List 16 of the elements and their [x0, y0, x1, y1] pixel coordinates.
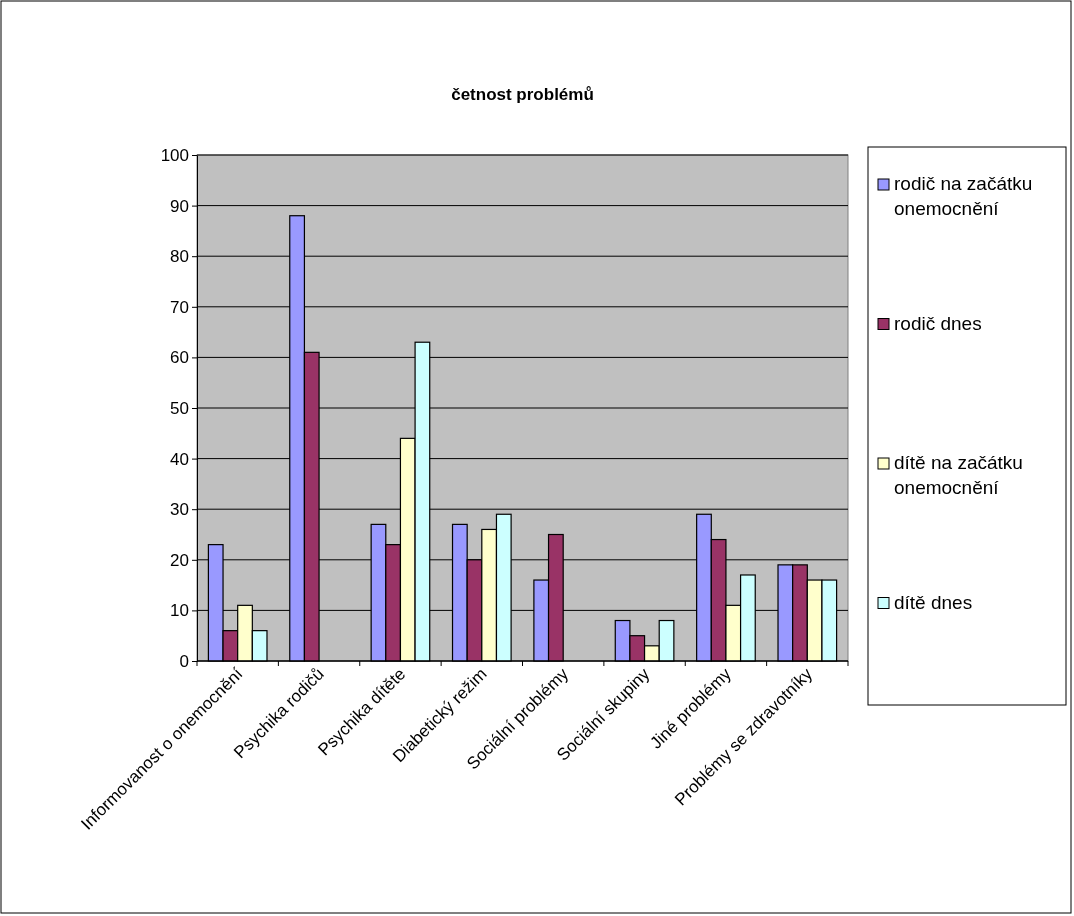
legend-label: dítě dnes	[894, 591, 973, 613]
y-tick-label: 90	[170, 196, 189, 216]
y-tick-label: 80	[170, 247, 189, 267]
y-tick-label: 0	[179, 651, 189, 671]
y-tick-label: 30	[170, 500, 189, 520]
y-tick-label: 10	[170, 601, 189, 621]
y-tick-label: 60	[170, 348, 189, 368]
y-tick-label: 40	[170, 449, 189, 469]
chart-title: četnost problémů	[451, 85, 594, 104]
y-tick-label: 50	[170, 398, 189, 418]
y-tick-label: 20	[170, 550, 189, 570]
y-tick-label: 100	[160, 145, 189, 165]
y-tick-label: 70	[170, 297, 189, 317]
legend-label: rodič dnes	[894, 312, 982, 334]
legend-label: rodič na začátku onemocnění	[894, 173, 1033, 219]
legend-label: dítě na začátku onemocnění	[894, 452, 1023, 498]
